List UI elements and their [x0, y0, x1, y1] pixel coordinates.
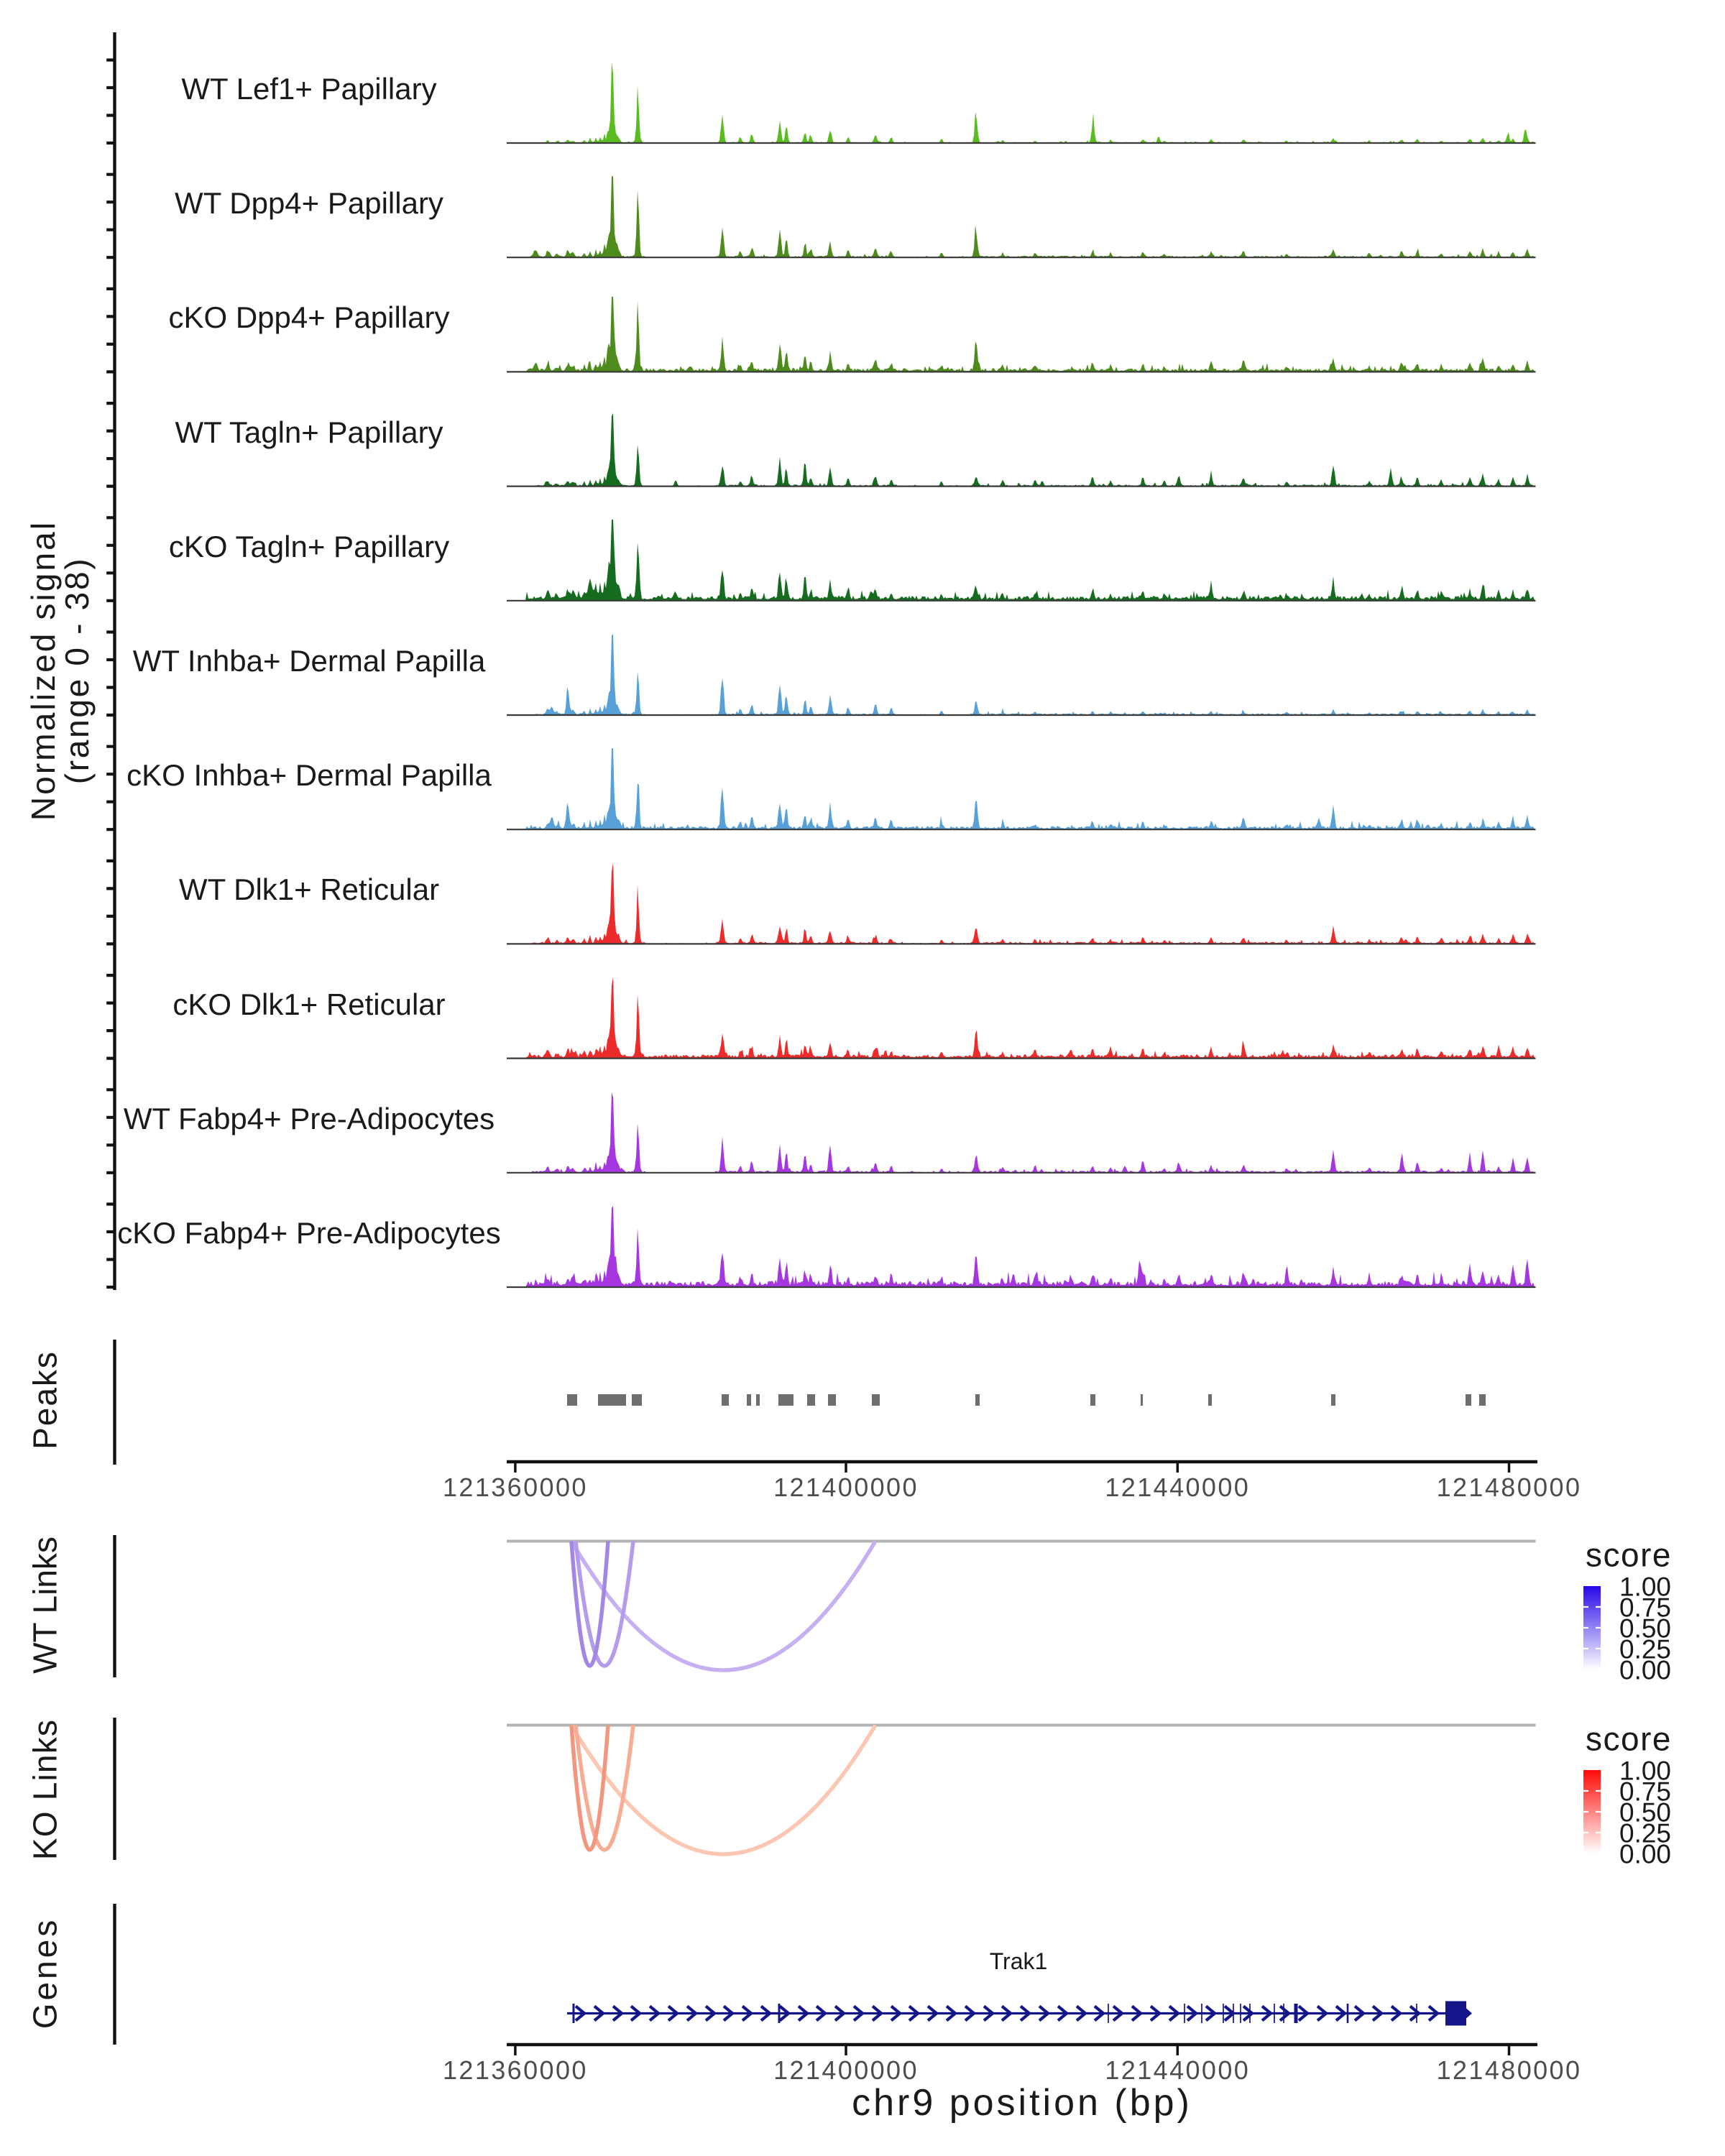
svg-text:cKO Fabp4+ Pre-Adipocytes: cKO Fabp4+ Pre-Adipocytes	[117, 1216, 500, 1250]
svg-text:1.00: 1.00	[1619, 1756, 1671, 1786]
svg-text:121400000: 121400000	[773, 1473, 919, 1502]
svg-text:Peaks: Peaks	[27, 1350, 64, 1450]
svg-text:(range 0 - 38): (range 0 - 38)	[58, 557, 96, 785]
svg-text:Normalized signal: Normalized signal	[24, 520, 62, 821]
svg-text:cKO Dpp4+ Papillary: cKO Dpp4+ Papillary	[168, 300, 449, 334]
svg-text:Genes: Genes	[27, 1917, 64, 2030]
svg-text:WT Inhba+ Dermal Papilla: WT Inhba+ Dermal Papilla	[133, 644, 486, 678]
svg-text:score: score	[1586, 1537, 1672, 1574]
svg-text:121400000: 121400000	[773, 2055, 919, 2085]
svg-text:1.00: 1.00	[1619, 1572, 1671, 1602]
svg-text:WT Fabp4+ Pre-Adipocytes: WT Fabp4+ Pre-Adipocytes	[124, 1102, 494, 1135]
svg-text:0.25: 0.25	[1619, 1635, 1671, 1664]
svg-text:WT Tagln+ Papillary: WT Tagln+ Papillary	[175, 415, 443, 449]
svg-text:121360000: 121360000	[443, 1473, 588, 1502]
svg-text:cKO Dlk1+ Reticular: cKO Dlk1+ Reticular	[172, 987, 445, 1021]
svg-text:121360000: 121360000	[443, 2055, 588, 2085]
svg-text:Trak1: Trak1	[990, 1948, 1048, 1974]
svg-text:cKO Inhba+ Dermal Papilla: cKO Inhba+ Dermal Papilla	[126, 758, 492, 792]
svg-text:score: score	[1586, 1720, 1672, 1758]
svg-text:121440000: 121440000	[1105, 2055, 1250, 2085]
svg-text:121480000: 121480000	[1437, 2055, 1582, 2085]
svg-text:cKO Tagln+ Papillary: cKO Tagln+ Papillary	[169, 530, 449, 563]
svg-text:WT Links: WT Links	[27, 1537, 64, 1674]
svg-text:0.75: 0.75	[1619, 1593, 1671, 1623]
svg-text:0.00: 0.00	[1619, 1840, 1671, 1869]
svg-text:0.25: 0.25	[1619, 1819, 1671, 1848]
svg-text:0.75: 0.75	[1619, 1777, 1671, 1807]
svg-text:chr9 position (bp): chr9 position (bp)	[852, 2082, 1192, 2124]
svg-text:KO Links: KO Links	[27, 1719, 64, 1860]
svg-text:WT Dlk1+ Reticular: WT Dlk1+ Reticular	[179, 872, 439, 906]
svg-text:0.50: 0.50	[1619, 1798, 1671, 1828]
svg-text:WT Dpp4+ Papillary: WT Dpp4+ Papillary	[175, 186, 443, 220]
svg-text:WT Lef1+ Papillary: WT Lef1+ Papillary	[181, 72, 436, 106]
svg-text:121480000: 121480000	[1437, 1473, 1582, 1502]
svg-text:0.50: 0.50	[1619, 1614, 1671, 1644]
svg-text:121440000: 121440000	[1105, 1473, 1250, 1502]
svg-text:0.00: 0.00	[1619, 1656, 1671, 1685]
